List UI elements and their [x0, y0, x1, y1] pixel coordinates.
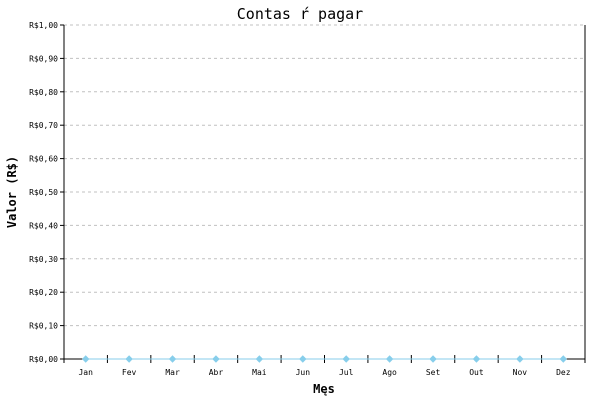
y-axis-title: Valor (R$)	[5, 156, 19, 228]
y-tick-label: R$0,30	[29, 255, 58, 264]
y-tick-label: R$1,00	[29, 21, 58, 30]
x-tick-label: Jan	[78, 368, 93, 377]
data-point	[559, 355, 567, 363]
chart-title: Contas ŕ pagar	[237, 5, 363, 23]
data-point	[255, 355, 264, 363]
data-point	[82, 355, 90, 363]
y-tick-label: R$0,70	[29, 121, 58, 130]
y-tick-label: R$0,60	[29, 155, 58, 164]
x-tick-label: Set	[426, 368, 441, 377]
data-point	[385, 355, 394, 363]
x-axis-title: Męs	[313, 382, 335, 396]
series	[82, 355, 567, 363]
grid	[64, 24, 585, 327]
y-tick-label: R$0,80	[29, 88, 58, 97]
data-point	[168, 355, 177, 363]
y-tick-label: R$0,50	[29, 188, 58, 197]
y-tick-labels: R$0,00 R$0,10 R$0,20 R$0,30 R$0,40 R$0,50 R$0,…	[29, 21, 58, 364]
data-point	[342, 355, 350, 363]
x-tick-label: Dez	[556, 368, 571, 377]
y-tick-label: R$0,10	[29, 322, 58, 331]
data-point	[472, 355, 481, 363]
axes	[60, 24, 586, 363]
y-tick-label: R$0,00	[29, 355, 58, 364]
x-tick-label: Mai	[252, 368, 267, 377]
x-tick-label: Jul	[339, 368, 354, 377]
data-point	[299, 355, 307, 363]
data-point	[212, 355, 220, 363]
x-tick-label: Fev	[122, 368, 137, 377]
x-tick-label: Jun	[296, 368, 311, 377]
y-tick-label: R$0,90	[29, 54, 58, 63]
data-point	[429, 355, 437, 363]
x-tick-label: Mar	[165, 368, 180, 377]
x-tick-label: Out	[469, 368, 484, 377]
x-tick-labels: Jan Fev Mar Abr Mai Jun Jul Ago Set Out Nov Dez	[78, 368, 570, 377]
x-tick-label: Ago	[382, 368, 397, 377]
data-point	[516, 355, 524, 363]
data-point	[125, 355, 133, 363]
y-tick-label: R$0,20	[29, 288, 58, 297]
x-tick-label: Nov	[513, 368, 528, 377]
y-tick-label: R$0,40	[29, 221, 58, 230]
x-tick-label: Abr	[209, 368, 224, 377]
